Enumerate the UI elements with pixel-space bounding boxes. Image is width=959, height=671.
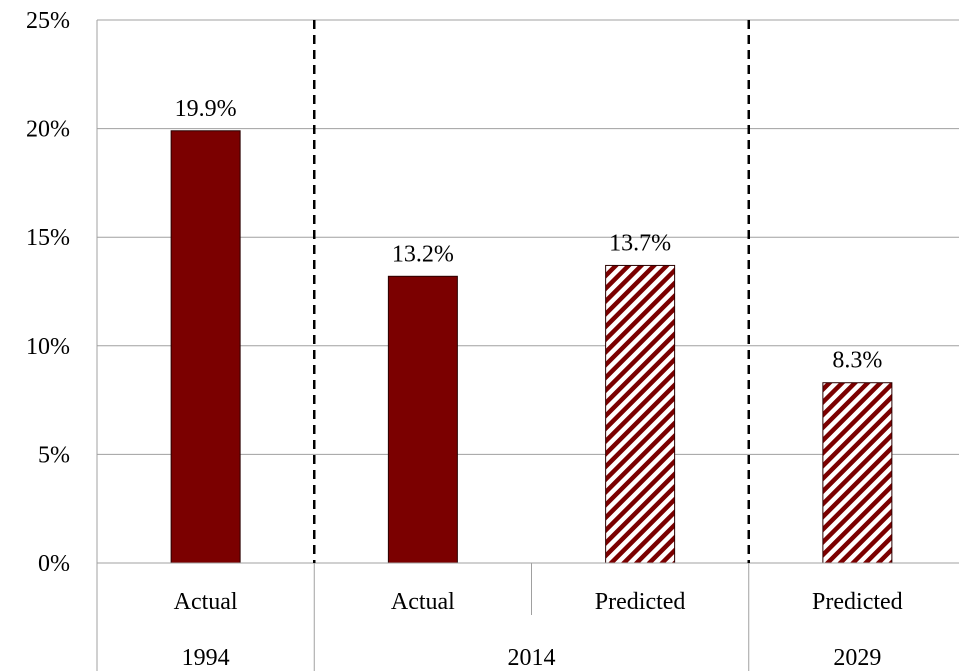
data-label: 19.9%: [175, 96, 237, 122]
bar-2014-actual: [387, 275, 458, 564]
data-label: 8.3%: [832, 348, 882, 374]
axes: 0% 5% 10% 15% 20% 25%: [26, 8, 98, 671]
data-label: 13.7%: [609, 230, 671, 256]
y-tick-label: 10%: [26, 334, 70, 360]
category-label: Actual: [174, 589, 238, 615]
group-label: 1994: [182, 645, 230, 671]
bar-2029-predicted: [822, 382, 893, 564]
category-label: Predicted: [812, 589, 903, 615]
y-tick-label: 15%: [26, 225, 70, 251]
data-labels: 19.9% 13.2% 13.7% 8.3%: [175, 96, 883, 374]
bar-1994-actual: [170, 130, 241, 564]
y-tick-label: 25%: [26, 8, 70, 34]
bars: [170, 130, 893, 564]
bar-2014-predicted: [605, 264, 676, 564]
y-tick-label: 5%: [38, 442, 70, 468]
category-label: Actual: [391, 589, 455, 615]
data-label: 13.2%: [392, 241, 454, 267]
category-label: Predicted: [595, 589, 686, 615]
group-label: 2014: [508, 645, 556, 671]
group-label: 2029: [833, 645, 881, 671]
y-tick-label: 20%: [26, 117, 70, 143]
y-tick-label: 0%: [38, 551, 70, 577]
category-axis: Actual Actual Predicted Predicted 1994 2014 20…: [97, 20, 959, 671]
